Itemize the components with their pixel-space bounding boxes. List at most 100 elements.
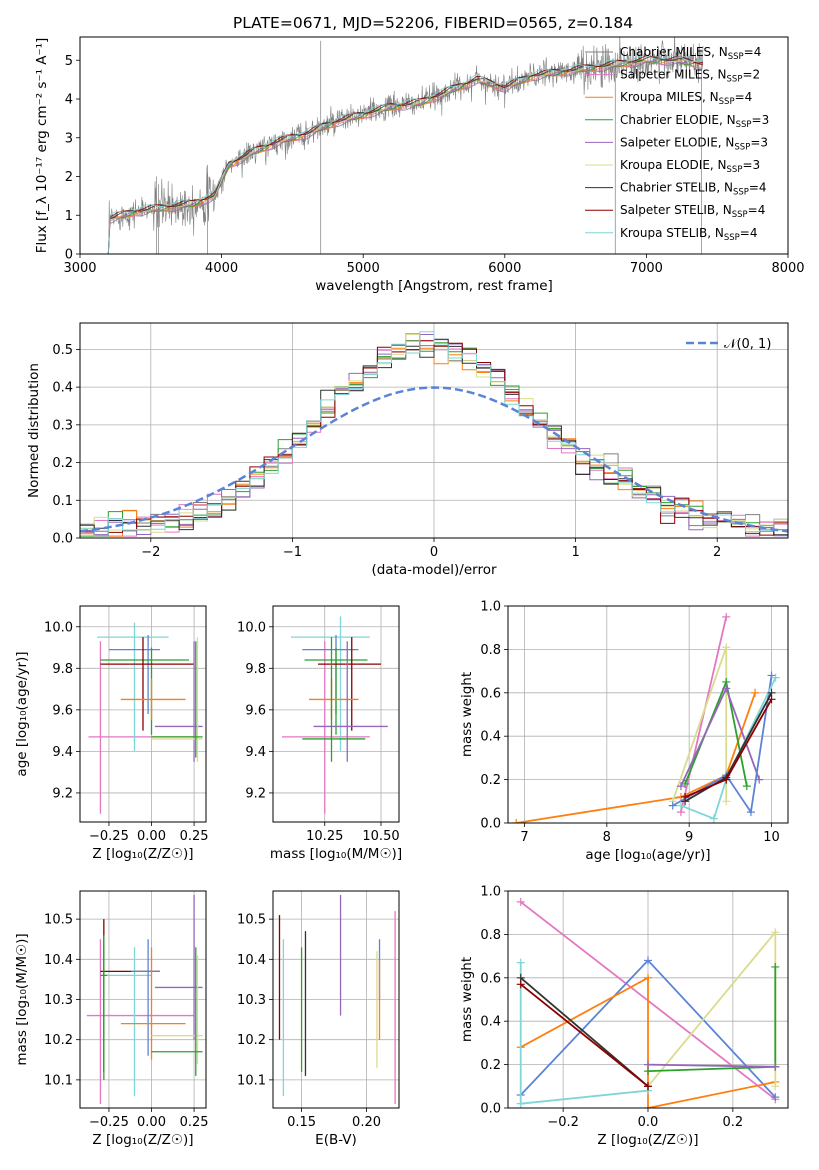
legend-label-main: Chabrier STELIB, N [620, 181, 733, 195]
y-tick-label: 0.2 [480, 1058, 501, 1073]
weight-marker [767, 695, 776, 704]
y-axis-label: mass weight [459, 672, 475, 757]
weight-lines [512, 612, 780, 823]
weight-marker [746, 808, 755, 817]
y-tick-label: 0.3 [52, 418, 73, 433]
normal-curve [80, 386, 788, 533]
y-tick-label: 10.5 [237, 913, 266, 928]
x-tick-label: 7 [520, 830, 528, 845]
y-axis-label: mass [log₁₀(M/M☉)] [14, 933, 30, 1065]
axes-frame [507, 890, 789, 1109]
x-tick-label: −1 [283, 545, 302, 560]
x-tick-label: 8 [603, 830, 611, 845]
weight-marker [644, 956, 652, 965]
y-tick-label: 9.4 [245, 745, 266, 760]
x-tick-label: 0.15 [287, 1115, 316, 1130]
y-tick-label: 0.4 [52, 381, 73, 396]
mass-vs-ebv-panel: 0.15 0.20 10.1 10.2 10.3 10.4 10.5 E(B-V) [237, 890, 400, 1148]
x-tick-label: 7000 [630, 261, 663, 276]
y-tick-label: 4 [65, 93, 73, 108]
weight-marker [516, 958, 525, 967]
y-tick-label: 0.2 [480, 773, 501, 788]
legend-label-sub: SSP [733, 188, 749, 198]
weight-marker [516, 897, 525, 906]
legend-label-main: Chabrier MILES, N [620, 45, 728, 59]
y-tick-label: 0.2 [52, 456, 73, 471]
legend-label-sub: SSP [734, 142, 750, 152]
legend-label-end: =4 [749, 181, 767, 195]
y-tick-label: 10.4 [44, 953, 73, 968]
x-tick-label: 3000 [63, 261, 96, 276]
legend-label-sub: SSP [728, 52, 744, 62]
legend-label-end: =4 [744, 45, 762, 59]
weight-series-line [520, 983, 649, 1088]
y-tick-label: 10.3 [44, 993, 73, 1008]
weight-marker [516, 1099, 525, 1108]
weight-marker [722, 797, 731, 806]
model-line [107, 56, 704, 254]
weight-marker [722, 684, 731, 693]
weight-marker [771, 673, 780, 682]
legend-label-main: Salpeter MILES, N [620, 68, 727, 82]
legend-label: Chabrier ELODIE, NSSP=3 [620, 113, 769, 130]
spectrum-panel: 3000 4000 5000 6000 7000 8000 0 1 2 3 4 5 wavelength… [34, 36, 805, 294]
legend-label-normal: 𝒩(0, 1) [724, 337, 771, 352]
y-tick-label: 9.4 [52, 745, 73, 760]
legend-label-end: =2 [742, 68, 760, 82]
y-tick-label: 10.4 [237, 953, 266, 968]
weight-vs-age-panel: 7 8 9 10 0.0 0.2 0.4 0.6 0.8 1.0 age [log₁₀(age/yr… [459, 600, 789, 863]
weight-marker [644, 1104, 652, 1108]
weight-marker [771, 962, 780, 971]
legend-label-main: Kroupa ELODIE, N [620, 158, 727, 172]
legend-label-sub: SSP [727, 165, 743, 175]
axes-frame [79, 36, 789, 255]
y-tick-label: 0.6 [480, 686, 501, 701]
model-line [107, 59, 704, 254]
weight-marker [644, 973, 652, 982]
x-tick-label: −0.2 [547, 1115, 579, 1130]
mass-vs-metallicity-panel: −0.25 0.00 0.25 10.1 10.2 10.3 10.4 10.5 Z [log₁… [14, 890, 209, 1148]
y-tick-label: 1.0 [480, 600, 501, 615]
y-tick-label: 0.5 [52, 343, 73, 358]
y-tick-label: 10.2 [44, 1033, 73, 1048]
weight-series-line [647, 967, 777, 1072]
errorbar-points [278, 895, 396, 1104]
y-tick-label: 0.8 [480, 928, 501, 943]
weight-marker [676, 801, 685, 810]
axes-frame [79, 605, 207, 823]
x-tick-label: 10 [763, 830, 780, 845]
x-tick-label: 10.50 [362, 829, 399, 844]
weight-series-line [647, 1063, 776, 1068]
y-axis-label: Flux [f_λ 10⁻¹⁷ erg cm⁻² s⁻¹ A⁻¹] [34, 38, 50, 254]
y-tick-label: 10.0 [44, 620, 73, 635]
weight-series-line [680, 677, 777, 820]
residual-histogram-panel: −2 −1 0 1 2 0.0 0.1 0.2 0.3 0.4 0.5 (data-model)/er… [26, 322, 789, 578]
y-tick-label: 9.6 [245, 703, 266, 718]
legend-label: Salpeter ELODIE, NSSP=3 [620, 135, 768, 152]
weight-lines [516, 897, 780, 1108]
legend-label: Kroupa MILES, NSSP=4 [620, 90, 752, 107]
y-tick-label: 3 [65, 131, 73, 146]
legend-label: Chabrier MILES, NSSP=4 [620, 45, 761, 62]
weight-marker [676, 782, 685, 791]
weight-series-line [520, 976, 776, 1108]
y-tick-label: 9.6 [52, 703, 73, 718]
axes-frame [272, 890, 400, 1109]
weight-marker [512, 819, 521, 823]
x-axis-label: mass [log₁₀(M/M☉)] [270, 846, 402, 862]
weight-marker [681, 792, 690, 801]
axes-frame [272, 605, 400, 823]
weight-series-line [684, 678, 748, 787]
legend-label-main: Salpeter ELODIE, N [620, 135, 734, 149]
legend-label-main: Salpeter STELIB, N [620, 203, 732, 217]
legend-label-end: =3 [752, 113, 770, 127]
y-tick-label: 10.1 [44, 1073, 73, 1088]
histogram-lines [80, 331, 788, 537]
y-tick-label: 0.4 [480, 1015, 501, 1030]
axes-frame [507, 605, 789, 824]
y-tick-label: 10.1 [237, 1073, 266, 1088]
y-axis-label: Normed distribution [26, 363, 42, 498]
x-tick-label: 0 [430, 545, 438, 560]
weight-marker [722, 612, 731, 621]
weight-marker [644, 1060, 652, 1069]
